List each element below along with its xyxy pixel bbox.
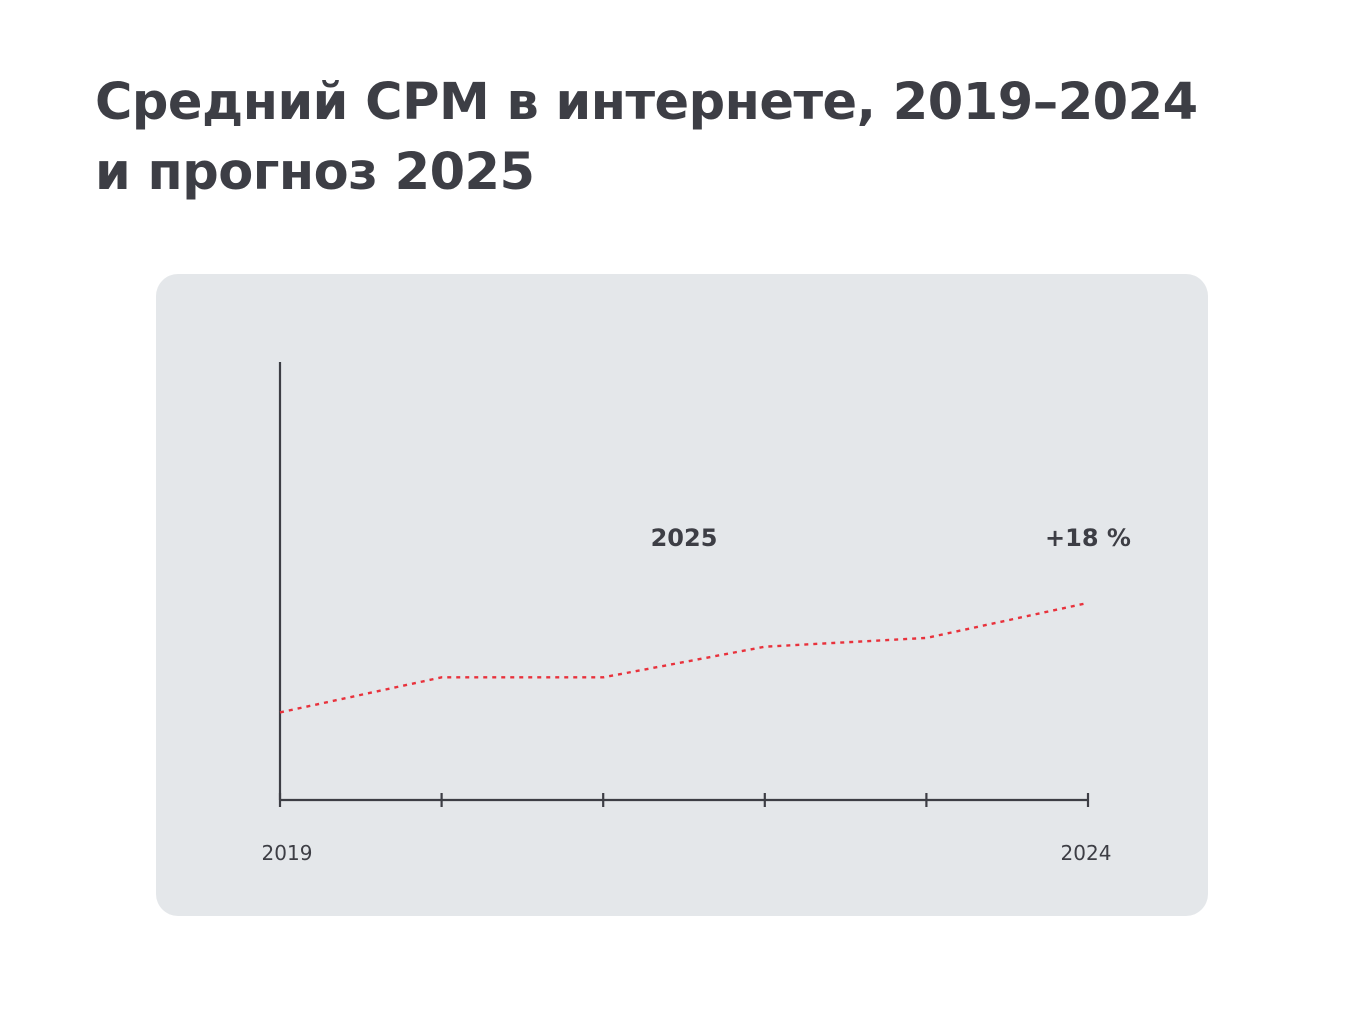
annotation-1: +18 % xyxy=(1045,524,1131,552)
line-chart: 2019 2024 2025 +18 % xyxy=(262,362,1131,865)
annotation-0: 2025 xyxy=(651,524,718,552)
chart-card: 2019 2024 2025 +18 % xyxy=(156,274,1208,916)
x-tick-label-2019: 2019 xyxy=(262,841,313,865)
chart-title: Средний CPM в интернете, 2019–2024 и про… xyxy=(95,68,1295,208)
chart-title-line-2: и прогноз 2025 xyxy=(95,143,535,202)
x-tick-label-2024: 2024 xyxy=(1061,841,1112,865)
chart-title-line-1: Средний CPM в интернете, 2019–2024 xyxy=(95,73,1198,132)
series-line-0 xyxy=(279,601,1089,714)
